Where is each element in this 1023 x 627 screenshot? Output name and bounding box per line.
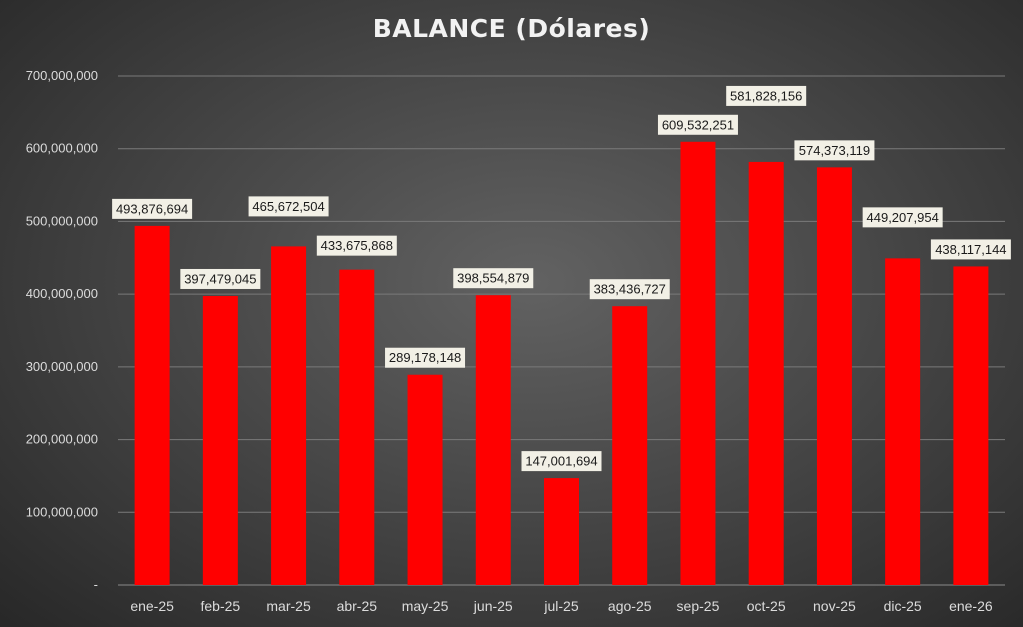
data-label-text: 574,373,119 — [799, 143, 870, 158]
bar — [680, 141, 716, 586]
data-label-box — [248, 196, 329, 217]
data-label-box — [726, 85, 807, 106]
bar — [885, 258, 921, 585]
data-label-box — [657, 114, 738, 135]
data-label: 383,436,727 — [589, 279, 670, 300]
bar — [612, 306, 648, 585]
data-label-text: 581,828,156 — [730, 88, 802, 103]
data-label: 397,479,045 — [180, 268, 261, 289]
data-label-text: 465,672,504 — [252, 199, 324, 214]
bar — [134, 225, 170, 585]
data-label-text: 438,117,144 — [935, 242, 1006, 257]
data-label: 493,876,694 — [112, 198, 193, 219]
data-label-text: 609,532,251 — [662, 117, 734, 132]
data-label: 581,828,156 — [726, 85, 807, 106]
x-tick-label: may-25 — [402, 598, 449, 614]
data-label: 433,675,868 — [316, 235, 397, 256]
x-tick-label: oct-25 — [747, 598, 786, 614]
data-label-text: 449,207,954 — [867, 210, 939, 225]
x-tick-label: nov-25 — [813, 598, 856, 614]
bar — [816, 167, 852, 585]
y-tick-label: 400,000,000 — [26, 286, 98, 301]
data-label: 574,373,119 — [794, 140, 875, 161]
x-tick-label: abr-25 — [337, 598, 378, 614]
data-label-text: 398,554,879 — [457, 271, 529, 286]
bar — [475, 295, 511, 585]
data-label-box — [180, 268, 261, 289]
data-label-box — [112, 198, 193, 219]
bar — [407, 374, 443, 585]
x-tick-label: jul-25 — [543, 598, 578, 614]
data-label-box — [862, 207, 943, 228]
x-tick-label: ene-26 — [949, 598, 993, 614]
x-tick-label: sep-25 — [677, 598, 720, 614]
y-tick-label: 600,000,000 — [26, 141, 98, 156]
data-label-box — [794, 140, 875, 161]
bar — [202, 295, 238, 585]
x-tick-label: ago-25 — [608, 598, 652, 614]
data-label-box — [589, 279, 670, 300]
data-label-box — [453, 268, 534, 289]
data-label: 398,554,879 — [453, 268, 534, 289]
y-tick-label: 200,000,000 — [26, 432, 98, 447]
chart-title: BALANCE (Dólares) — [372, 14, 651, 43]
data-label-text: 493,876,694 — [116, 201, 188, 216]
x-tick-label: ene-25 — [130, 598, 174, 614]
bar — [544, 478, 579, 585]
data-label: 465,672,504 — [248, 196, 329, 217]
y-tick-label: 100,000,000 — [26, 504, 98, 519]
bar — [953, 266, 989, 585]
data-label-text: 289,178,148 — [389, 350, 461, 365]
x-tick-label: dic-25 — [884, 598, 922, 614]
data-label-box — [930, 239, 1011, 260]
data-label-text: 383,436,727 — [594, 282, 666, 297]
data-label-text: 147,001,694 — [525, 454, 597, 469]
data-label: 609,532,251 — [657, 114, 738, 135]
y-tick-label: - — [94, 577, 98, 592]
data-label-box — [521, 451, 602, 472]
data-label: 289,178,148 — [385, 347, 466, 368]
data-label: 449,207,954 — [862, 207, 943, 228]
data-label: 438,117,144 — [930, 239, 1011, 260]
y-tick-label: 300,000,000 — [26, 359, 98, 374]
data-label-text: 433,675,868 — [321, 238, 393, 253]
bar — [271, 246, 307, 585]
x-tick-label: feb-25 — [200, 598, 240, 614]
y-tick-label: 700,000,000 — [26, 68, 98, 83]
x-tick-label: mar-25 — [266, 598, 311, 614]
bar — [748, 161, 784, 586]
data-label-box — [316, 235, 397, 256]
y-tick-label: 500,000,000 — [26, 213, 98, 228]
bar — [339, 269, 375, 585]
data-label-box — [385, 347, 466, 368]
data-label: 147,001,694 — [521, 451, 602, 472]
data-label-text: 397,479,045 — [184, 271, 256, 286]
x-tick-label: jun-25 — [473, 598, 513, 614]
